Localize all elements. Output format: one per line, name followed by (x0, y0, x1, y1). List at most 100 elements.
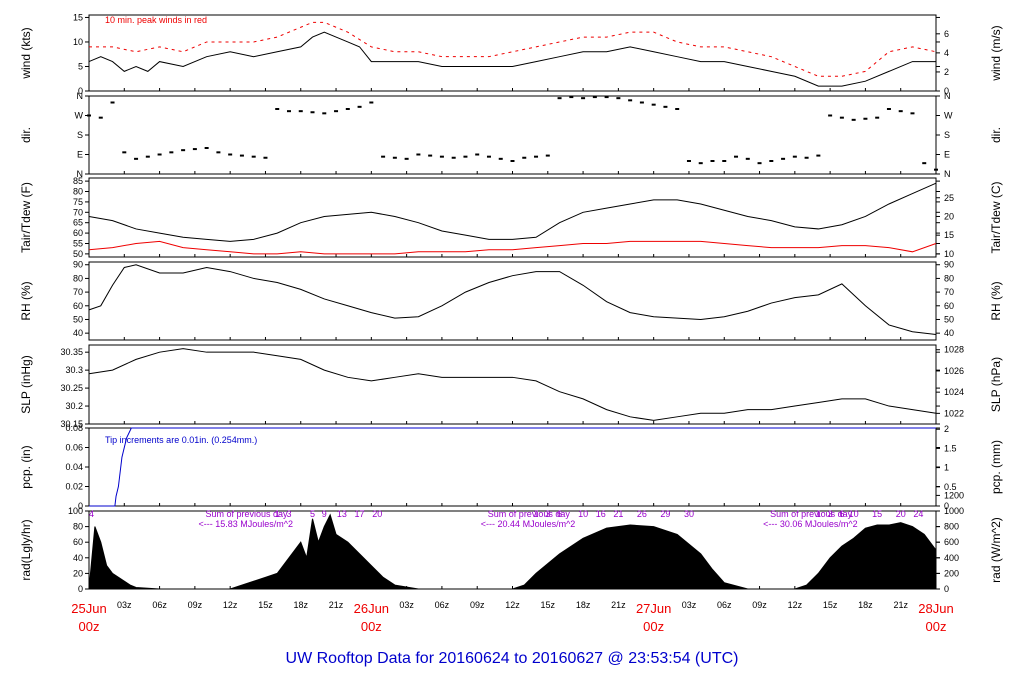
radiation-annotation: <--- 15.83 MJoules/m^2 (198, 519, 293, 529)
y-tick-label: 50 (73, 249, 83, 259)
wind-direction-point (898, 110, 903, 113)
series-line-1 (88, 240, 937, 255)
wind-direction-point (557, 97, 562, 100)
radiation-top-tick: 1 (275, 509, 280, 519)
y-axis-label-right: RH (%) (989, 281, 1003, 320)
y-tick-label: 20 (73, 568, 83, 578)
radiation-top-tick: 1 (534, 509, 539, 519)
radiation-top-tick: 3 (286, 509, 291, 519)
radiation-top-tick: 17 (355, 509, 365, 519)
time-tick-label: 12z (505, 600, 520, 610)
y-tick-label-right: 1028 (944, 345, 964, 355)
wind-direction-point (757, 162, 762, 165)
y-axis-label-right: wind (m/s) (989, 25, 1003, 81)
wind-direction-point (204, 147, 209, 149)
time-tick-label: 06z (435, 600, 450, 610)
y-tick-label: 50 (73, 314, 83, 324)
y-tick-label-right: 40 (944, 328, 954, 338)
wind-direction-point (416, 153, 421, 156)
y-axis-label-right: rad (W/m^2) (989, 517, 1003, 583)
wind-direction-point (581, 97, 586, 100)
y-tick-label: 0.04 (65, 462, 83, 472)
wind-direction-point (134, 157, 139, 160)
wind-direction-point (545, 154, 550, 157)
wind-direction-point (110, 101, 115, 104)
day-hour-label: 00z (361, 619, 382, 634)
radiation-top-tick: 21 (613, 509, 623, 519)
wind-direction-point (498, 157, 503, 160)
radiation-annotation: <--- 20.44 MJoules/m^2 (481, 519, 576, 529)
wind-direction-point (628, 99, 633, 102)
y-tick-label: 30.15 (60, 419, 83, 429)
y-tick-label-right: 1024 (944, 387, 964, 397)
y-tick-label-right: 25 (944, 193, 954, 203)
day-label: 26Jun (354, 601, 389, 616)
y-tick-label: 0.08 (65, 423, 83, 433)
wind-direction-point (381, 155, 386, 158)
radiation-top-tick: 16 (596, 509, 606, 519)
time-tick-label: 15z (541, 600, 556, 610)
y-axis-label: wind (kts) (19, 27, 33, 79)
time-tick-label: 03z (682, 600, 697, 610)
radiation-top-tick: 15 (872, 509, 882, 519)
wind-direction-point (334, 110, 339, 113)
wind-direction-point (228, 153, 233, 156)
y-tick-label-right: 15 (944, 230, 954, 240)
y-tick-label-right: 0 (944, 584, 949, 594)
wind-direction-point (734, 155, 739, 158)
y-tick-label: 80 (73, 522, 83, 532)
wind-direction-point (592, 96, 597, 99)
wind-direction-point (369, 101, 374, 104)
wind-direction-point (275, 108, 280, 110)
wind-direction-point (675, 108, 680, 110)
y-tick-label-right: 2 (944, 424, 949, 434)
y-tick-label-right: 2 (944, 67, 949, 77)
radiation-top-tick: 5 (310, 509, 315, 519)
y-tick-label: 80 (73, 273, 83, 283)
wind-direction-point (345, 108, 350, 110)
time-tick-label: 03z (117, 600, 132, 610)
panel-0: 0 5 10 15 0 2 4 6 wind (kts) wind (m/s) 10 min. pe… (19, 12, 1003, 96)
time-tick-label: 21z (611, 600, 626, 610)
wind-direction-point (251, 155, 256, 158)
y-tick-label: 70 (73, 207, 83, 217)
wind-direction-point (816, 154, 821, 157)
time-tick-label: 18z (576, 600, 591, 610)
wind-direction-point (604, 96, 609, 99)
wind-direction-point (922, 162, 927, 165)
y-tick-label: 5 (78, 61, 83, 71)
y-tick-label-right: 400 (944, 553, 959, 563)
wind-direction-point (239, 154, 244, 157)
time-tick-label: 12z (223, 600, 238, 610)
wind-direction-point (298, 110, 303, 113)
wind-direction-point (616, 97, 621, 100)
y-tick-label: 85 (73, 176, 83, 186)
radiation-top-tick: 24 (913, 509, 923, 519)
y-tick-label: 0.06 (65, 443, 83, 453)
panel-frame (88, 344, 937, 425)
time-tick-label: 09z (470, 600, 485, 610)
time-tick-label: 18z (293, 600, 308, 610)
time-tick-label: 15z (258, 600, 273, 610)
y-axis-label-right: Tair/Tdew (C) (989, 181, 1003, 253)
day-label: 28Jun (918, 601, 953, 616)
y-tick-label-right: 80 (944, 273, 954, 283)
time-tick-label: 12z (788, 600, 803, 610)
time-tick-label: 21z (329, 600, 344, 610)
y-tick-label-right: 200 (944, 568, 959, 578)
y-tick-label: 0 (78, 584, 83, 594)
panel-annotation: Tip increments are 0.01in. (0.254mm.) (105, 435, 257, 445)
time-tick-label: 21z (893, 600, 908, 610)
y-tick-label: 30.3 (65, 365, 83, 375)
y-tick-label-right: 600 (944, 537, 959, 547)
y-tick-label: 40 (73, 328, 83, 338)
panel-5: 0 0.02 0.04 0.06 0.08 0 0.5 1 1.5 2 pcp. (in) pcp. … (19, 423, 1003, 511)
y-tick-label-right: 70 (944, 287, 954, 297)
y-tick-label-right: 10 (944, 249, 954, 259)
wind-direction-point (510, 160, 515, 162)
radiation-annotation: 4 (89, 509, 94, 519)
wind-direction-point (710, 160, 715, 162)
y-tick-label: 100 (68, 506, 83, 516)
y-tick-label: 30.35 (60, 347, 83, 357)
